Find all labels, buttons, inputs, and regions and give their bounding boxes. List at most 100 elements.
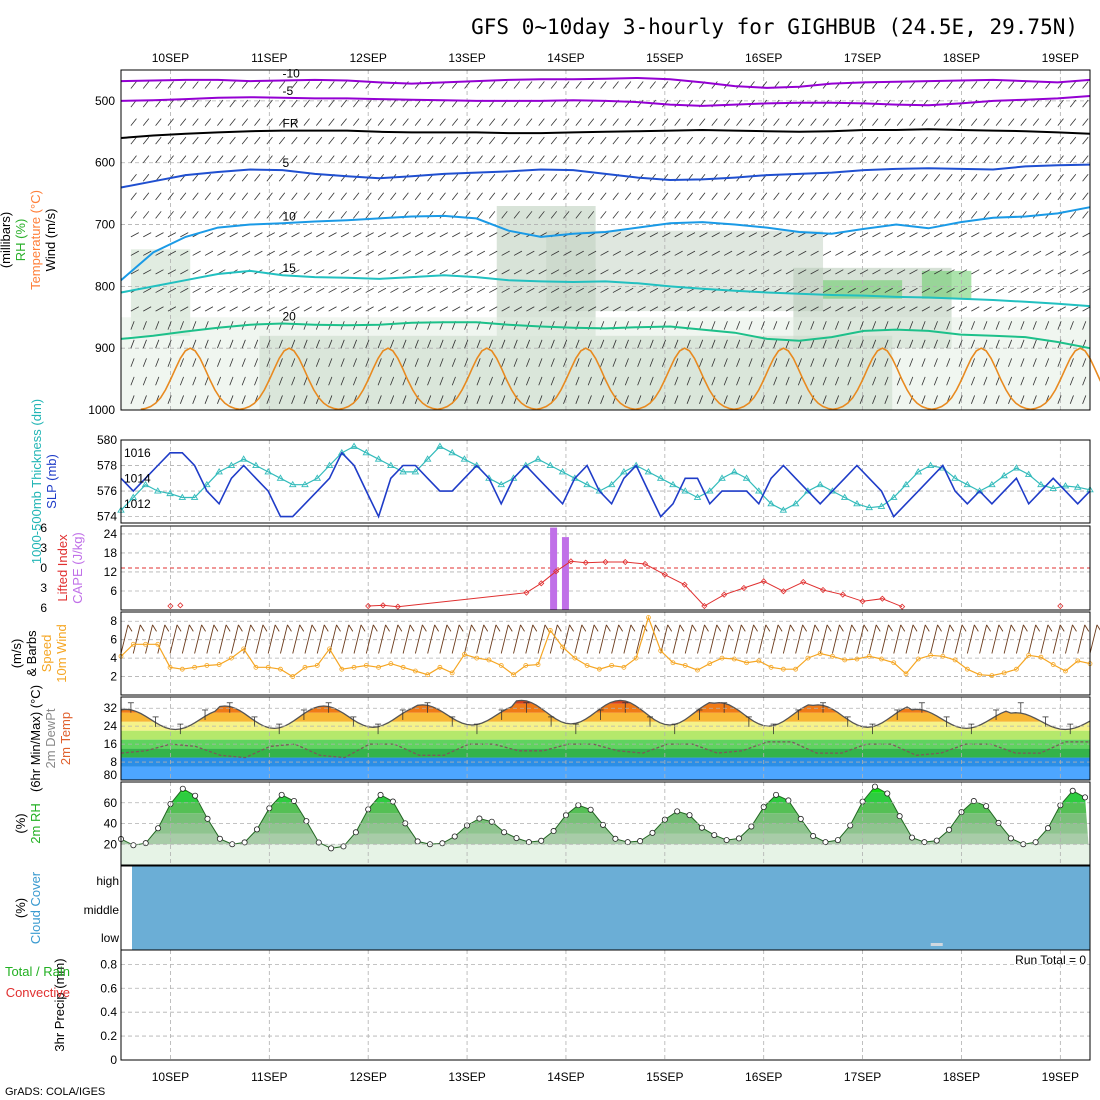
wind-barb (637, 376, 642, 386)
wind-barb (933, 339, 938, 349)
wind-barb (612, 376, 617, 386)
wind-barb (390, 306, 399, 312)
wind-barb (254, 155, 261, 163)
wind-barb (674, 232, 683, 238)
wind-speed-marker (462, 652, 467, 657)
li-marker (859, 598, 866, 605)
surface-wind-barb (709, 624, 718, 654)
date-label-top: 13SEP (448, 51, 485, 65)
wind-barb (884, 232, 893, 238)
wind-barb (204, 232, 214, 238)
wind-barb (229, 306, 238, 312)
wind-barb (624, 358, 629, 367)
wind-barb (884, 306, 893, 312)
thickness-marker (767, 499, 775, 507)
wind-barb (822, 287, 832, 293)
surface-wind-barb-flag (1084, 624, 1090, 632)
surface-wind-barb (145, 624, 153, 654)
wind-barb (179, 321, 184, 330)
surface-wind-barb-flag (1035, 624, 1041, 632)
wind-barb (167, 81, 174, 89)
wind-barb (402, 269, 411, 275)
surface-wind-barb (329, 624, 337, 654)
wind-barb (736, 118, 743, 126)
wind-barb (612, 118, 619, 126)
wind-barb (365, 250, 374, 256)
wind-barb (204, 287, 214, 293)
rh-marker (513, 835, 520, 842)
wind-barb (699, 192, 706, 201)
wind-barb (291, 395, 296, 404)
wind-barb (303, 306, 313, 312)
wind-barb (254, 250, 263, 256)
wind-barb (439, 339, 444, 349)
wind-barb (526, 173, 533, 182)
wind-barb (995, 118, 1002, 126)
wind-barb (810, 136, 817, 145)
wind-barb (1057, 306, 1066, 312)
wind-barb (155, 306, 164, 312)
wind-barb (563, 81, 570, 89)
wind-barb (600, 269, 609, 275)
wind-speed-marker (437, 664, 443, 670)
rh-marker (822, 839, 829, 846)
wind-barb (822, 250, 832, 256)
rh-marker (525, 839, 532, 846)
wind-barb (600, 211, 607, 219)
wind-barb (637, 395, 642, 404)
wind-barb (414, 376, 419, 386)
wind-speed-marker (412, 668, 418, 674)
wind-barb (501, 269, 510, 275)
wind-barb (1008, 287, 1017, 293)
wind-barb (711, 376, 716, 386)
wind-barb (699, 211, 706, 219)
wind-barb (649, 269, 659, 275)
wind-barb (550, 192, 558, 201)
wind-barb (909, 287, 918, 293)
wind-barb (983, 321, 988, 330)
rh-marker (278, 791, 285, 798)
wind-barb (130, 81, 137, 89)
wind-barb (970, 339, 975, 349)
wind-barb (958, 81, 965, 89)
wind-barb (624, 192, 632, 201)
surface-wind-barb (464, 624, 472, 654)
wind-barb (847, 339, 852, 349)
wind-barb (773, 306, 782, 312)
wind-barb (909, 155, 916, 163)
wind-barb (340, 192, 347, 201)
wind-barb (476, 155, 483, 163)
wind-barb (464, 155, 471, 163)
li-marker (567, 558, 574, 565)
wind-barb (971, 232, 980, 238)
wind-barb (971, 99, 978, 108)
wind-barb (661, 339, 666, 349)
wind-speed-marker (192, 664, 197, 670)
wind-barb (847, 136, 854, 145)
rh-shading-patch (259, 335, 893, 410)
wind-barb (1032, 232, 1042, 238)
wind-barb (352, 358, 357, 367)
isotherm-line (120, 76, 1091, 89)
wind-barb (217, 232, 226, 238)
wind-barb (1069, 136, 1077, 145)
pressure-tick: 600 (95, 156, 115, 170)
wind-barb (909, 118, 916, 126)
wind-barb (130, 155, 137, 163)
wind-barb (291, 118, 298, 126)
wind-barb (983, 232, 992, 238)
wind-barb (1032, 118, 1040, 126)
surface-wind-barb (930, 624, 938, 654)
cloud-level-label: high (96, 874, 119, 888)
wind-barb (859, 211, 867, 219)
wind-barb (365, 211, 372, 219)
date-label-top: 17SEP (844, 51, 881, 65)
wind-barb (958, 395, 963, 404)
li-tick: 0 (40, 561, 47, 575)
rh-marker (142, 840, 149, 847)
wind-barb (303, 250, 313, 256)
wind-barb (390, 358, 395, 367)
wind-barb (550, 306, 560, 312)
wind-barb (365, 287, 374, 293)
wind-barb (983, 173, 990, 182)
